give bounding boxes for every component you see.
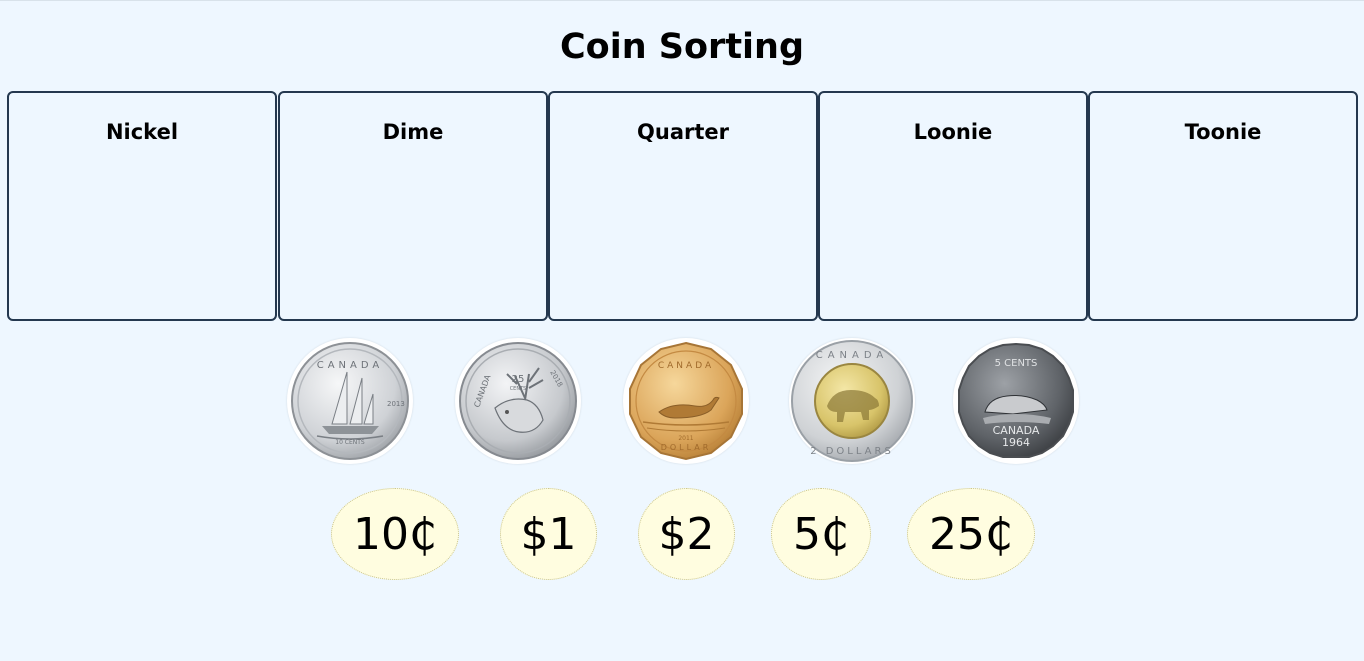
svg-text:CANADA: CANADA (658, 361, 714, 371)
nickel-beaver-icon: 5 CENTS CANADA 1964 (958, 342, 1074, 458)
coin-loonie[interactable]: CANADA 2011 DOLLAR (623, 338, 749, 464)
bin-label-loonie: Loonie (913, 120, 993, 144)
svg-text:CENTS: CENTS (510, 386, 527, 392)
svg-text:2011: 2011 (678, 435, 693, 442)
sorting-bins: Nickel Dime Quarter Loonie Toonie (7, 91, 1359, 321)
svg-text:CANADA: CANADA (317, 360, 384, 371)
bin-label-quarter: Quarter (637, 120, 729, 144)
value-chip-1-dollar[interactable]: $1 (500, 488, 597, 580)
value-chip-5-cents[interactable]: 5₵ (771, 488, 871, 580)
quarter-caribou-icon: 25 CENTS CANADA 2018 (459, 342, 577, 460)
svg-text:5 CENTS: 5 CENTS (995, 358, 1038, 369)
svg-text:2 DOLLARS: 2 DOLLARS (810, 446, 894, 457)
svg-text:CANADA: CANADA (816, 350, 889, 361)
loonie-loon-icon: CANADA 2011 DOLLAR (629, 341, 743, 461)
svg-text:CANADA: CANADA (993, 424, 1040, 437)
coin-quarter[interactable]: 25 CENTS CANADA 2018 (455, 338, 581, 464)
bin-label-nickel: Nickel (105, 120, 179, 144)
bin-toonie[interactable]: Toonie (1088, 91, 1358, 321)
value-chip-10-cents[interactable]: 10₵ (331, 488, 459, 580)
bin-label-dime: Dime (382, 120, 444, 144)
svg-text:25: 25 (512, 374, 525, 385)
coin-dime[interactable]: CANADA 2013 10 CENTS (287, 338, 413, 464)
value-chip-2-dollars[interactable]: $2 (638, 488, 735, 580)
svg-text:DOLLAR: DOLLAR (661, 443, 712, 452)
page-title: Coin Sorting (559, 27, 805, 67)
bin-label-toonie: Toonie (1184, 120, 1262, 144)
bin-nickel[interactable]: Nickel (7, 91, 277, 321)
coin-nickel[interactable]: 5 CENTS CANADA 1964 (953, 338, 1079, 464)
svg-text:1964: 1964 (1002, 436, 1030, 449)
svg-text:2013: 2013 (387, 400, 405, 408)
value-chip-25-cents[interactable]: 25₵ (907, 488, 1035, 580)
svg-text:10 CENTS: 10 CENTS (335, 439, 365, 446)
coin-toonie[interactable]: CANADA 2 DOLLARS (789, 338, 915, 464)
bin-loonie[interactable]: Loonie (818, 91, 1088, 321)
toonie-polar-bear-icon: CANADA 2 DOLLARS (791, 340, 913, 462)
dime-schooner-icon: CANADA 2013 10 CENTS (291, 342, 409, 460)
bin-dime[interactable]: Dime (278, 91, 548, 321)
bin-quarter[interactable]: Quarter (548, 91, 818, 321)
